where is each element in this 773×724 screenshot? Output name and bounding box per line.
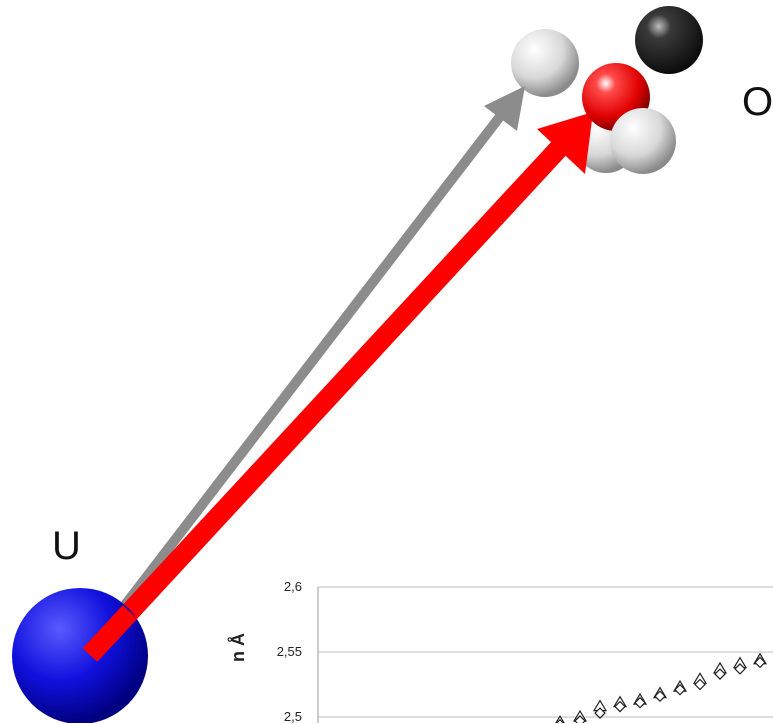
gray-arrow-head [484, 86, 525, 131]
chart-markers [555, 652, 768, 723]
carbon-atom [635, 6, 703, 74]
diamond-marker [555, 718, 565, 723]
y-tick-label: 2,5 [283, 709, 302, 724]
uranium-label: U [52, 524, 81, 568]
diamond-marker [654, 690, 666, 703]
diamond-marker [694, 678, 706, 691]
diamond-marker [614, 700, 626, 713]
diamond-marker [754, 656, 766, 669]
y-tick-label: 2,55 [276, 644, 302, 659]
diamond-marker [634, 696, 646, 709]
diamond-marker [714, 668, 726, 680]
red-arrow-shaft [82, 138, 570, 662]
chart-area [317, 586, 773, 723]
diamond-marker [574, 715, 586, 723]
oxygen-label: O [742, 80, 773, 124]
diamond-marker [594, 707, 606, 719]
hydrogen-atom-left [511, 29, 579, 97]
y-axis-label: n Å [228, 633, 248, 662]
gray-arrow-shaft [88, 106, 509, 652]
diamond-marker [734, 663, 746, 675]
hydrogen-atom-front [610, 108, 676, 174]
y-tick-label: 2,6 [283, 579, 302, 594]
diamond-marker [674, 683, 686, 696]
uranium-atom [12, 588, 148, 723]
red-arrow-tail [82, 605, 138, 662]
red-arrow-head [537, 112, 593, 174]
